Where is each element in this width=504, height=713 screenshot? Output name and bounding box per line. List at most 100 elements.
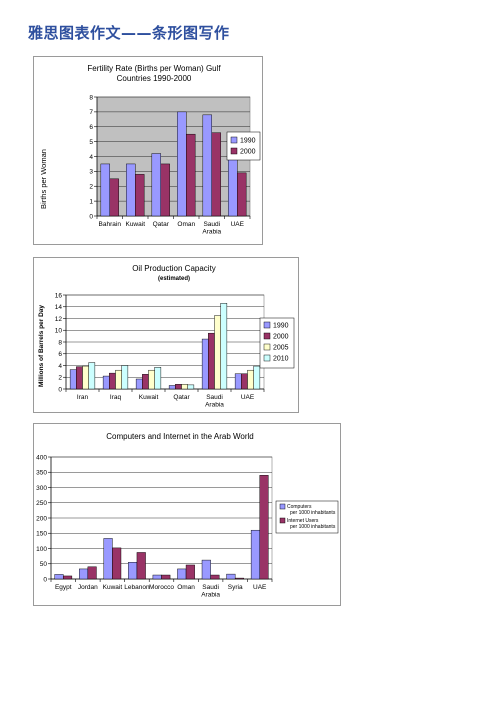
x-tick-label: Qatar xyxy=(153,221,170,228)
bar xyxy=(109,178,119,217)
y-tick-label: 50 xyxy=(40,561,48,568)
oil-production-chart: Oil Production Capacity (estimated) Mill… xyxy=(33,257,299,413)
legend-label: 2005 xyxy=(273,345,289,352)
y-tick-label: 0 xyxy=(43,576,47,583)
bar xyxy=(112,547,122,580)
y-tick-label: 200 xyxy=(36,515,47,522)
bar xyxy=(237,172,247,217)
legend-swatch xyxy=(263,332,271,340)
y-tick-label: 100 xyxy=(36,546,47,553)
x-tick-label: Kuwait xyxy=(103,584,123,591)
x-tick-label: Oman xyxy=(177,221,195,228)
x-tick-label: Syria xyxy=(228,584,243,591)
legend-label: 2000 xyxy=(273,334,289,341)
bar xyxy=(87,566,97,580)
x-tick-label: Saudi xyxy=(203,221,220,228)
bar xyxy=(241,373,248,390)
bar xyxy=(185,564,195,580)
bar xyxy=(103,538,113,580)
fertility-chart-svg: Fertility Rate (Births per Woman) Gulf C… xyxy=(39,64,261,236)
legend-swatch xyxy=(279,517,286,524)
x-tick-label: UAE xyxy=(241,394,255,401)
bar xyxy=(121,365,129,390)
bar xyxy=(126,163,136,217)
legend-box xyxy=(226,131,261,161)
x-tick-label: Jordan xyxy=(78,584,98,591)
x-tick-label: Egypt xyxy=(55,584,72,591)
legend-label: Computers xyxy=(287,504,312,510)
y-tick-label: 1 xyxy=(89,198,93,205)
bar xyxy=(160,163,170,217)
bar xyxy=(202,114,212,217)
bar xyxy=(181,384,188,390)
y-tick-label: 0 xyxy=(89,213,93,220)
bar xyxy=(88,362,96,390)
computers-internet-chart: Computers and Internet in the Arab World… xyxy=(33,423,341,606)
x-tick-label: Morocco xyxy=(149,584,174,591)
bar xyxy=(211,132,221,217)
bar xyxy=(226,573,236,580)
bar xyxy=(79,568,89,580)
oil-production-chart-svg: Oil Production Capacity (estimated) Mill… xyxy=(38,264,295,409)
bar xyxy=(161,574,171,580)
legend-label: 2000 xyxy=(240,149,256,156)
bar xyxy=(220,302,228,390)
bar xyxy=(250,529,260,580)
y-tick-label: 12 xyxy=(55,316,63,323)
x-tick-label: Qatar xyxy=(173,394,190,401)
bar xyxy=(168,385,176,390)
legend-label: 1990 xyxy=(273,323,289,330)
x-tick-label: Lebanon xyxy=(124,584,150,591)
x-tick-label: Kuwait xyxy=(139,394,159,401)
y-tick-label: 300 xyxy=(36,485,47,492)
bar xyxy=(151,153,161,217)
y-tick-label: 400 xyxy=(36,454,47,461)
chart-title: Computers and Internet in the Arab World xyxy=(106,432,254,441)
y-tick-label: 4 xyxy=(89,154,93,161)
page-title: 雅思图表作文——条形图写作 xyxy=(28,24,230,42)
y-tick-label: 2 xyxy=(89,184,93,191)
bar xyxy=(234,577,244,580)
y-tick-label: 5 xyxy=(89,139,93,146)
bar xyxy=(135,174,145,217)
bar xyxy=(115,369,122,390)
bar xyxy=(109,372,116,390)
legend-label-sub: per 1000 inhabitants xyxy=(290,524,336,530)
bar xyxy=(228,154,238,217)
y-axis-label: Births per Woman xyxy=(39,149,48,209)
y-tick-label: 6 xyxy=(58,351,62,358)
bar xyxy=(135,378,143,390)
chart-title: Fertility Rate (Births per Woman) Gulf xyxy=(87,64,221,73)
x-tick-label: Saudi xyxy=(202,584,219,591)
x-tick-label: Arabia xyxy=(202,229,221,236)
y-tick-label: 2 xyxy=(58,375,62,382)
computers-internet-chart-svg: Computers and Internet in the Arab World… xyxy=(36,432,339,599)
bar xyxy=(177,568,187,580)
bar xyxy=(136,552,146,580)
y-tick-label: 3 xyxy=(89,169,93,176)
x-tick-label: Kuwait xyxy=(125,221,145,228)
x-tick-label: UAE xyxy=(231,221,245,228)
legend-label: Internet Users xyxy=(287,518,319,524)
legend-swatch xyxy=(263,354,271,362)
legend-label: 2010 xyxy=(273,356,289,363)
bar xyxy=(247,369,254,390)
legend-label: 1990 xyxy=(240,138,256,145)
bar xyxy=(142,374,149,390)
y-tick-label: 10 xyxy=(55,328,63,335)
bar xyxy=(54,574,64,580)
chart-title: Oil Production Capacity xyxy=(132,264,216,273)
y-tick-label: 14 xyxy=(55,304,63,311)
bar xyxy=(154,367,162,390)
y-tick-label: 350 xyxy=(36,470,47,477)
bar xyxy=(208,332,215,390)
y-tick-label: 150 xyxy=(36,531,47,538)
bar xyxy=(148,369,155,390)
legend-swatch xyxy=(230,136,238,144)
x-tick-label: Oman xyxy=(177,584,195,591)
bar xyxy=(187,384,195,390)
x-tick-label: Saudi xyxy=(206,394,223,401)
bar xyxy=(63,575,73,580)
bar xyxy=(210,574,220,580)
y-tick-label: 6 xyxy=(89,124,93,131)
